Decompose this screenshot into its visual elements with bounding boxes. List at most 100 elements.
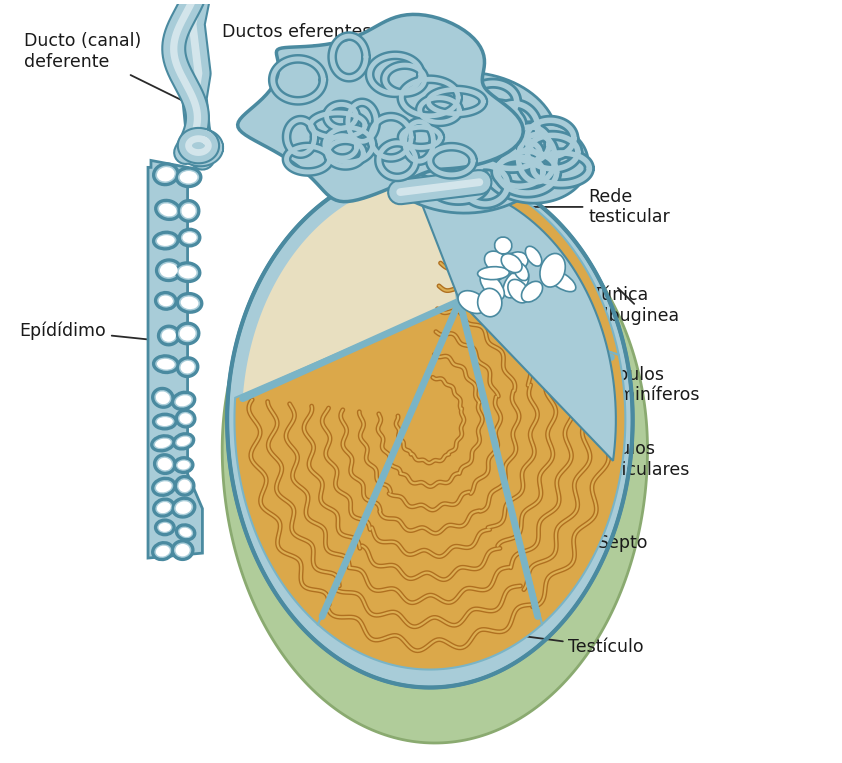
- Ellipse shape: [508, 279, 530, 303]
- Ellipse shape: [155, 456, 174, 473]
- Polygon shape: [460, 301, 626, 624]
- Ellipse shape: [178, 200, 200, 222]
- Ellipse shape: [159, 204, 177, 217]
- Ellipse shape: [477, 267, 509, 280]
- Ellipse shape: [157, 167, 174, 182]
- Polygon shape: [148, 160, 202, 558]
- Polygon shape: [227, 164, 632, 687]
- Ellipse shape: [156, 481, 172, 492]
- Ellipse shape: [525, 246, 541, 266]
- Ellipse shape: [157, 359, 174, 369]
- Ellipse shape: [494, 237, 512, 254]
- Text: Septo: Septo: [512, 533, 648, 552]
- Ellipse shape: [158, 326, 179, 346]
- Ellipse shape: [156, 201, 179, 219]
- Ellipse shape: [156, 391, 170, 404]
- Ellipse shape: [484, 251, 509, 273]
- Ellipse shape: [182, 204, 195, 217]
- Ellipse shape: [172, 497, 195, 517]
- Ellipse shape: [178, 358, 197, 376]
- Ellipse shape: [156, 520, 173, 534]
- Ellipse shape: [176, 395, 191, 406]
- Ellipse shape: [547, 270, 576, 291]
- Polygon shape: [447, 171, 619, 355]
- Ellipse shape: [179, 480, 191, 492]
- Ellipse shape: [174, 434, 194, 449]
- Ellipse shape: [159, 204, 177, 216]
- Ellipse shape: [180, 361, 195, 373]
- Ellipse shape: [178, 294, 201, 312]
- Ellipse shape: [156, 546, 170, 556]
- Ellipse shape: [172, 391, 195, 410]
- Ellipse shape: [157, 235, 174, 246]
- Ellipse shape: [155, 439, 171, 448]
- Ellipse shape: [154, 414, 176, 429]
- Ellipse shape: [157, 236, 174, 246]
- Ellipse shape: [153, 498, 174, 517]
- Ellipse shape: [160, 263, 178, 277]
- Ellipse shape: [181, 297, 199, 309]
- Ellipse shape: [176, 544, 189, 556]
- Ellipse shape: [500, 253, 526, 273]
- Ellipse shape: [152, 542, 173, 560]
- Ellipse shape: [173, 541, 193, 559]
- Ellipse shape: [178, 461, 189, 469]
- Ellipse shape: [160, 263, 178, 278]
- Ellipse shape: [173, 498, 195, 517]
- Ellipse shape: [155, 439, 171, 448]
- Ellipse shape: [177, 436, 190, 446]
- Text: Ductos eferentes: Ductos eferentes: [221, 23, 371, 86]
- Ellipse shape: [158, 458, 172, 470]
- Text: Testículo: Testículo: [497, 633, 644, 656]
- Ellipse shape: [157, 260, 181, 280]
- Ellipse shape: [159, 327, 179, 344]
- Ellipse shape: [179, 327, 195, 340]
- Ellipse shape: [179, 480, 190, 492]
- Text: Túnica
albuginea: Túnica albuginea: [593, 286, 679, 325]
- Ellipse shape: [153, 414, 177, 430]
- Ellipse shape: [162, 330, 176, 342]
- Ellipse shape: [177, 169, 200, 186]
- Ellipse shape: [175, 544, 189, 556]
- Ellipse shape: [176, 524, 195, 540]
- Ellipse shape: [183, 233, 196, 243]
- Polygon shape: [222, 182, 647, 743]
- Polygon shape: [237, 14, 523, 201]
- Ellipse shape: [179, 266, 196, 278]
- Ellipse shape: [153, 543, 173, 559]
- Ellipse shape: [514, 262, 529, 281]
- Ellipse shape: [158, 523, 171, 532]
- Ellipse shape: [178, 461, 189, 469]
- Ellipse shape: [153, 478, 174, 495]
- Ellipse shape: [162, 330, 176, 342]
- Ellipse shape: [504, 269, 529, 298]
- Ellipse shape: [179, 266, 196, 278]
- Ellipse shape: [156, 546, 169, 556]
- Ellipse shape: [152, 436, 173, 450]
- Ellipse shape: [151, 435, 174, 452]
- Ellipse shape: [157, 359, 174, 369]
- Polygon shape: [234, 301, 460, 624]
- Text: Epídídimo: Epídídimo: [19, 321, 155, 340]
- Ellipse shape: [179, 230, 200, 246]
- Text: Rede
testicular: Rede testicular: [507, 188, 670, 227]
- Ellipse shape: [181, 297, 199, 309]
- Ellipse shape: [158, 295, 173, 306]
- Ellipse shape: [153, 389, 173, 407]
- Ellipse shape: [153, 356, 179, 373]
- Ellipse shape: [180, 528, 191, 536]
- Ellipse shape: [176, 395, 191, 407]
- Ellipse shape: [179, 201, 199, 221]
- Ellipse shape: [488, 258, 505, 280]
- Ellipse shape: [487, 256, 504, 281]
- Ellipse shape: [152, 478, 175, 496]
- Polygon shape: [242, 179, 618, 670]
- Ellipse shape: [179, 414, 192, 424]
- Ellipse shape: [159, 523, 171, 531]
- Ellipse shape: [458, 291, 487, 314]
- Ellipse shape: [177, 410, 195, 427]
- Ellipse shape: [177, 293, 202, 313]
- Ellipse shape: [154, 500, 173, 516]
- Ellipse shape: [173, 393, 195, 409]
- Ellipse shape: [181, 361, 195, 373]
